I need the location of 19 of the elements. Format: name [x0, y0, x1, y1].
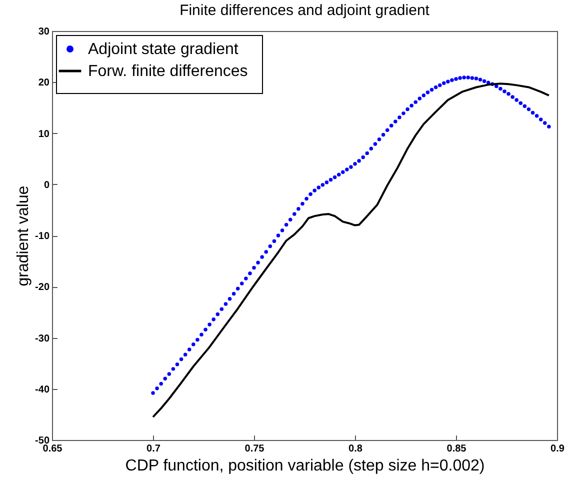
y-tick-label: -40 — [35, 384, 50, 396]
y-tick-label: 10 — [38, 128, 50, 140]
y-tick-label: -30 — [35, 333, 50, 344]
x-tick-label: 0.8 — [348, 444, 363, 454]
y-tick-label: -10 — [35, 231, 50, 242]
x-axis-title: CDP function, position variable (step size h=0.002) — [125, 458, 485, 474]
legend-label: Forw. finite differences — [88, 63, 248, 80]
chart-title: Finite differences and adjoint gradient — [180, 2, 430, 19]
x-tick-label: 0.85 — [446, 444, 467, 454]
y-tick-label: 20 — [38, 78, 50, 89]
y-axis-title: gradient value — [15, 186, 32, 286]
y-tick-label: 0 — [44, 180, 50, 191]
x-tick-label: 0.65 — [42, 444, 63, 454]
y-tick-label: -20 — [35, 282, 50, 294]
x-tick-label: 0.75 — [244, 444, 265, 454]
x-tick-label: 0.7 — [146, 444, 161, 454]
x-tick-label: 0.9 — [550, 444, 565, 454]
legend-label: Adjoint state gradient — [88, 41, 239, 58]
y-tick-label: 30 — [38, 26, 50, 38]
